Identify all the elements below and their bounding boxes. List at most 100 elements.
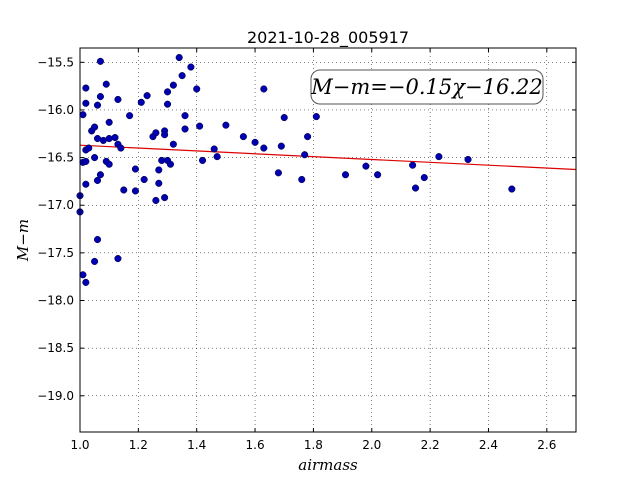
axis-ticks bbox=[79, 48, 576, 432]
data-point bbox=[187, 63, 195, 71]
data-point bbox=[131, 187, 139, 195]
data-point bbox=[105, 118, 113, 126]
data-point bbox=[91, 257, 99, 265]
y-tick-label: −17.0 bbox=[37, 198, 74, 212]
y-tick-label: −15.5 bbox=[37, 55, 74, 69]
data-point bbox=[420, 174, 428, 182]
data-point bbox=[169, 140, 177, 148]
data-point bbox=[120, 186, 128, 194]
x-tick-label: 2.6 bbox=[537, 438, 556, 452]
data-point bbox=[161, 131, 169, 139]
data-point bbox=[181, 125, 189, 133]
data-point bbox=[140, 175, 148, 184]
x-axis-label: airmass bbox=[298, 456, 358, 474]
fit-line bbox=[79, 144, 577, 171]
data-point bbox=[163, 88, 172, 96]
y-tick-label: −19.0 bbox=[37, 389, 74, 403]
x-tick-label: 1.8 bbox=[304, 438, 323, 452]
data-point bbox=[277, 142, 285, 150]
data-point bbox=[464, 155, 472, 164]
data-point bbox=[82, 180, 90, 188]
data-point bbox=[178, 72, 186, 80]
data-point bbox=[298, 175, 306, 184]
data-point bbox=[181, 112, 189, 120]
data-point bbox=[131, 165, 139, 173]
data-point bbox=[280, 114, 288, 122]
data-point bbox=[169, 81, 177, 89]
data-point bbox=[301, 151, 309, 159]
data-points bbox=[76, 53, 516, 286]
data-point bbox=[508, 185, 516, 193]
x-tick-labels: 1.0 1.2 1.4 1.6 1.8 2.0 2.2 2.4 2.6 bbox=[70, 438, 556, 452]
data-point bbox=[411, 184, 420, 192]
data-point bbox=[82, 84, 90, 92]
data-point bbox=[82, 157, 90, 165]
data-point bbox=[166, 160, 174, 168]
data-point bbox=[82, 278, 90, 286]
data-point bbox=[198, 156, 207, 164]
data-point bbox=[251, 138, 259, 146]
data-point bbox=[213, 153, 221, 161]
data-point bbox=[79, 271, 87, 279]
y-tick-label: −17.5 bbox=[37, 246, 74, 260]
data-point bbox=[374, 171, 382, 179]
data-point bbox=[93, 176, 102, 184]
data-point bbox=[117, 144, 125, 152]
fit-equation-annotation: M−m=−0.15χ−16.22 bbox=[310, 69, 544, 105]
data-point bbox=[341, 171, 350, 179]
data-point bbox=[137, 98, 145, 106]
chart-title: 2021-10-28_005917 bbox=[247, 28, 409, 48]
data-point bbox=[91, 123, 99, 131]
x-tick-label: 2.0 bbox=[362, 438, 381, 452]
data-point bbox=[82, 99, 90, 107]
data-point bbox=[260, 144, 268, 152]
data-point bbox=[161, 194, 169, 202]
data-point bbox=[114, 95, 122, 104]
data-point bbox=[152, 129, 160, 137]
data-point bbox=[155, 179, 163, 187]
data-point bbox=[93, 235, 102, 244]
y-tick-label: −16.5 bbox=[37, 151, 74, 165]
data-point bbox=[126, 112, 134, 120]
plot-area-background bbox=[80, 48, 576, 432]
data-point bbox=[260, 85, 268, 93]
data-point bbox=[409, 161, 417, 169]
data-point bbox=[102, 80, 110, 88]
data-point bbox=[96, 57, 104, 65]
plot-frame bbox=[79, 47, 577, 433]
y-tick-label: −16.0 bbox=[37, 103, 74, 117]
data-point bbox=[93, 101, 102, 109]
data-point bbox=[163, 100, 172, 108]
data-point bbox=[96, 93, 104, 101]
data-point bbox=[175, 53, 183, 62]
data-point bbox=[152, 196, 160, 205]
data-point bbox=[111, 134, 119, 142]
fit-layer bbox=[79, 144, 577, 171]
data-point bbox=[435, 153, 443, 161]
data-point bbox=[304, 133, 312, 141]
data-point bbox=[312, 113, 320, 121]
data-point bbox=[274, 169, 282, 177]
data-point bbox=[362, 162, 370, 170]
x-tick-label: 1.4 bbox=[187, 438, 206, 452]
data-point bbox=[105, 160, 113, 168]
y-axis-label: M−m bbox=[14, 219, 32, 262]
data-point bbox=[210, 145, 218, 153]
y-tick-labels: −15.5 −16.0 −16.5 −17.0 −17.5 −18.0 −18.5 −19.0 bbox=[37, 55, 74, 402]
data-point bbox=[114, 255, 122, 263]
y-tick-label: −18.5 bbox=[37, 341, 74, 355]
data-point bbox=[143, 92, 151, 100]
data-point bbox=[96, 171, 104, 179]
y-tick-label: −18.0 bbox=[37, 294, 74, 308]
x-tick-label: 1.6 bbox=[246, 438, 265, 452]
data-point bbox=[79, 111, 87, 119]
annotation-text: M−m=−0.15χ−16.22 bbox=[310, 75, 542, 99]
x-tick-label: 2.4 bbox=[479, 438, 498, 452]
data-point bbox=[193, 85, 201, 93]
x-tick-label: 1.2 bbox=[129, 438, 148, 452]
data-point bbox=[196, 122, 204, 130]
data-point bbox=[239, 133, 247, 141]
x-tick-label: 2.2 bbox=[421, 438, 440, 452]
data-point bbox=[105, 134, 113, 143]
